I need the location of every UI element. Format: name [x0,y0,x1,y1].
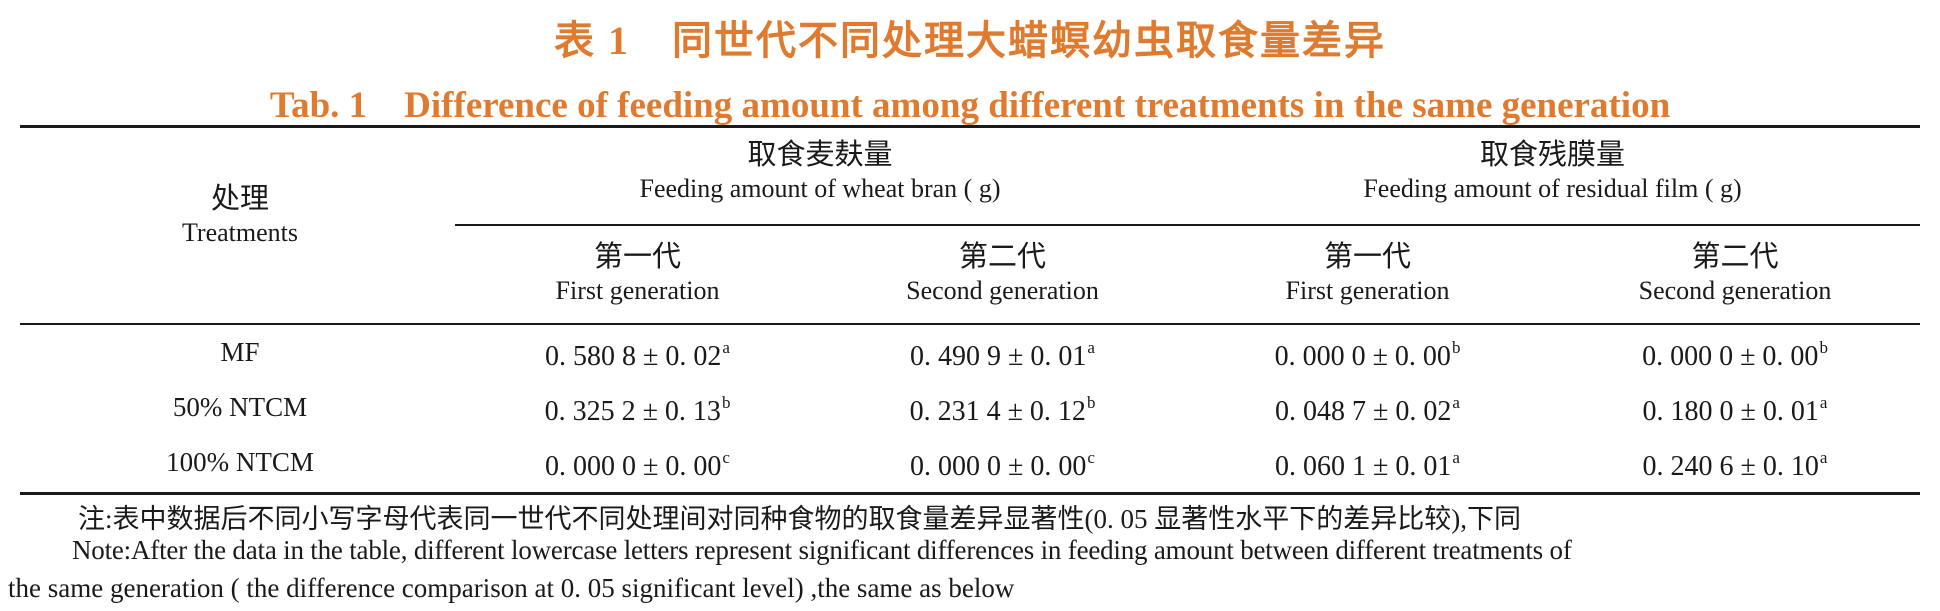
group-rule [455,224,1920,226]
col-header-en: First generation [555,275,720,305]
note-en-line2: the same generation ( the difference com… [8,573,1015,603]
col-header-zh: 第二代 [958,241,1046,273]
row-label: 100% NTCM [166,447,314,477]
table-cell: 0. 580 8 ± 0. 02a [545,338,730,372]
col-header-film-second: 第二代 Second generation [1550,240,1920,306]
col-header-en: Second generation [906,275,1099,305]
treatments-header-zh: 处理 [210,183,269,215]
table-cell: 0. 325 2 ± 0. 13b [544,393,731,427]
col-header-zh: 第一代 [593,241,681,273]
table-cell: 0. 000 0 ± 0. 00c [910,448,1095,482]
table-cell: 0. 000 0 ± 0. 00b [1274,338,1461,372]
row-label: MF [220,337,260,367]
note-zh: 注:表中数据后不同小写字母代表同一世代不同处理间对同种食物的取食量差异显著性(0… [78,504,1521,534]
col-header-en: First generation [1285,275,1450,305]
top-rule [20,125,1920,128]
col-header-zh: 第二代 [1691,241,1779,273]
table-cell: 0. 180 0 ± 0. 01a [1642,393,1828,427]
col-header-bran-second: 第二代 Second generation [820,240,1185,306]
table-title-en: Tab. 1 Difference of feeding amount amon… [269,85,1671,126]
treatments-header: 处理 Treatments [20,182,460,248]
table-title-zh: 表 1 同世代不同处理大蜡螟幼虫取食量差异 [554,18,1386,63]
col-header-film-first: 第一代 First generation [1185,240,1550,306]
table-cell: 0. 048 7 ± 0. 02a [1275,393,1460,427]
table-cell: 0. 000 0 ± 0. 00c [545,448,730,482]
group-header-residual-film-zh: 取食残膜量 [1479,139,1625,171]
group-header-wheat-bran: 取食麦麸量 Feeding amount of wheat bran ( g) [455,138,1185,204]
treatments-header-en: Treatments [181,217,299,247]
col-header-bran-first: 第一代 First generation [455,240,820,306]
col-header-en: Second generation [1638,275,1832,305]
table-cell: 0. 231 4 ± 0. 12b [909,393,1096,427]
col-header-zh: 第一代 [1323,241,1411,273]
note-en-line1: Note:After the data in the table, differ… [72,535,1572,565]
group-header-residual-film-en: Feeding amount of residual film ( g) [1363,173,1742,203]
row-label: 50% NTCM [172,392,308,422]
bottom-rule [20,492,1920,495]
header-rule [20,323,1920,325]
group-header-wheat-bran-zh: 取食麦麸量 [747,139,893,171]
table-cell: 0. 000 0 ± 0. 00b [1642,338,1828,372]
group-header-wheat-bran-en: Feeding amount of wheat bran ( g) [639,173,1001,203]
table-cell: 0. 060 1 ± 0. 01a [1275,448,1460,482]
group-header-residual-film: 取食残膜量 Feeding amount of residual film ( … [1185,138,1920,204]
table-cell: 0. 240 6 ± 0. 10a [1642,448,1828,482]
table-cell: 0. 490 9 ± 0. 01a [910,338,1095,372]
